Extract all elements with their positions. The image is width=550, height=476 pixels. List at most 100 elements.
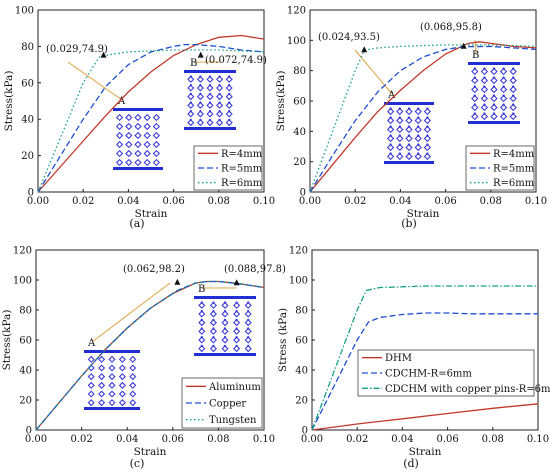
lattice-node xyxy=(398,143,401,146)
lattice-node xyxy=(426,107,429,110)
legend-entry: R=4mm xyxy=(493,149,535,160)
lattice-node xyxy=(502,85,505,88)
x-tick-label: 0.00 xyxy=(301,434,323,445)
lattice-cell xyxy=(198,345,206,353)
inset-label: A xyxy=(87,338,96,349)
x-axis-label: Strain xyxy=(407,208,440,220)
y-tick-label: 80 xyxy=(295,306,308,317)
lattice-cell xyxy=(87,390,95,398)
lattice-cell xyxy=(480,85,489,94)
lattice-node xyxy=(235,344,238,348)
lattice-node xyxy=(247,327,250,330)
lattice-cell xyxy=(405,152,413,161)
x-tick-label: 0.06 xyxy=(434,196,456,207)
lattice-cell xyxy=(233,336,241,344)
lattice-cell xyxy=(471,103,479,112)
y-tick-label: 60 xyxy=(293,97,306,108)
lattice-node xyxy=(512,94,515,97)
lattice-cell xyxy=(129,399,137,407)
x-tick-label: 0.08 xyxy=(208,196,230,207)
lattice-cell xyxy=(134,149,142,158)
lattice-cell xyxy=(414,152,422,161)
legend-entry: R=5mm xyxy=(493,164,535,175)
lattice-cell xyxy=(480,112,489,121)
lattice-cell xyxy=(499,76,508,85)
lattice-cell xyxy=(216,101,224,109)
lattice-cell xyxy=(87,373,95,381)
lattice-cell xyxy=(152,158,161,167)
y-tick-label: 20 xyxy=(295,396,308,407)
lattice-node xyxy=(218,84,221,87)
inset-top-plate xyxy=(194,296,256,299)
legend-entry: Copper xyxy=(209,399,246,410)
y-tick-label: 80 xyxy=(21,42,34,53)
x-tick-label: 0.10 xyxy=(253,196,275,207)
y-tick-label: 60 xyxy=(19,336,32,347)
lattice-cell xyxy=(414,125,422,134)
lattice-cell xyxy=(405,116,413,125)
y-tick-label: 100 xyxy=(15,6,34,17)
lattice-node xyxy=(223,318,227,322)
lattice-node xyxy=(389,134,392,137)
lattice-cell xyxy=(196,75,204,83)
lattice-node xyxy=(228,92,231,96)
lattice-node xyxy=(417,152,420,155)
y-tick-label: 80 xyxy=(293,66,306,77)
x-tick-label: 0.08 xyxy=(207,434,229,445)
lattice-cell xyxy=(499,94,508,103)
x-tick-label: 0.02 xyxy=(346,434,368,445)
lattice-node xyxy=(502,67,505,70)
y-tick-label: 120 xyxy=(13,246,32,257)
lattice-node xyxy=(417,107,420,110)
lattice-cell xyxy=(129,373,137,381)
lattice-cell xyxy=(414,116,422,125)
lattice-cell xyxy=(108,364,116,372)
lattice-node xyxy=(200,344,203,348)
inset-bottom-plate xyxy=(113,167,163,170)
series-line-1 xyxy=(309,45,537,193)
inset-top-plate xyxy=(384,102,434,105)
y-tick-label: 0 xyxy=(300,188,306,199)
lattice-cell xyxy=(499,67,508,76)
y-tick-label: 0 xyxy=(302,426,308,437)
lattice-cell xyxy=(196,84,204,92)
panel-label: (a) xyxy=(129,217,144,230)
inset-label: B xyxy=(472,50,479,61)
lattice-node xyxy=(189,101,192,104)
lattice-cell xyxy=(386,152,395,161)
x-axis-label: Strain xyxy=(135,208,168,220)
lattice-cell xyxy=(152,122,161,131)
annotation-label: (0.072,74.9) xyxy=(205,55,267,66)
lattice-node xyxy=(407,152,411,155)
lattice-cell xyxy=(198,327,206,335)
lattice-node xyxy=(235,318,238,322)
lattice-node xyxy=(492,76,496,79)
inset-connector xyxy=(67,61,123,101)
lattice-cell xyxy=(244,336,252,344)
lattice-cell xyxy=(396,134,404,143)
lattice-cell xyxy=(196,101,204,109)
x-axis-label: Strain xyxy=(134,446,167,458)
lattice-node xyxy=(223,327,227,330)
lattice-cell xyxy=(509,85,517,94)
lattice-node xyxy=(426,134,429,137)
y-tick-label: 120 xyxy=(289,246,308,257)
lattice-node xyxy=(189,84,192,87)
panel-label: (b) xyxy=(401,217,417,230)
lattice-cell xyxy=(499,103,508,112)
y-tick-label: 40 xyxy=(21,115,34,126)
inset-bottom-plate xyxy=(194,353,256,356)
lattice-cell xyxy=(187,75,195,83)
x-tick-label: 0.10 xyxy=(527,434,549,445)
lattice-cell xyxy=(414,134,422,143)
lattice-cell xyxy=(152,149,161,158)
lattice-node xyxy=(492,94,496,97)
lattice-node xyxy=(247,344,250,348)
lattice-cell xyxy=(125,149,133,158)
lattice-cell xyxy=(471,112,479,121)
lattice-cell xyxy=(152,113,161,122)
lattice-cell xyxy=(480,94,489,103)
y-tick-label: 60 xyxy=(21,78,34,89)
lattice-cell xyxy=(134,113,142,122)
lattice-node xyxy=(398,152,401,155)
